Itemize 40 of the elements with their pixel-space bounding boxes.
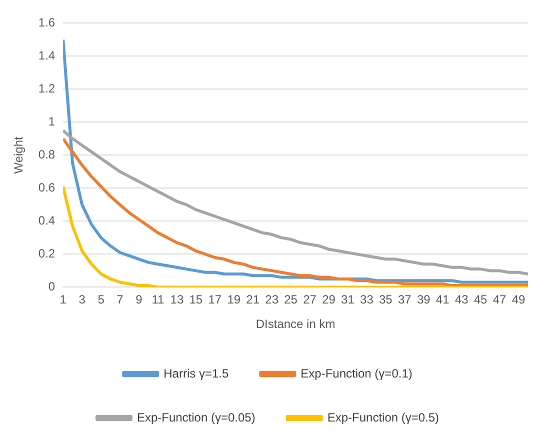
x-tick-label: 9: [136, 292, 143, 307]
x-tick-label: 5: [98, 292, 105, 307]
x-tick-label: 15: [189, 292, 203, 307]
x-tick-label: 27: [303, 292, 317, 307]
x-tick-label: 41: [436, 292, 450, 307]
x-tick-label: 31: [341, 292, 355, 307]
legend-label: Exp-Function (γ=0.1): [300, 366, 412, 380]
x-tick-label: 37: [398, 292, 412, 307]
y-tick-label: 0.6: [38, 180, 56, 195]
x-tick-label: 35: [379, 292, 393, 307]
legend-label: Exp-Function (γ=0.05): [136, 410, 256, 424]
x-tick-label: 3: [78, 292, 86, 307]
x-tick-label: 19: [227, 292, 241, 307]
x-tick-label: 29: [322, 292, 336, 307]
y-tick-label: 1.6: [38, 16, 56, 30]
x-tick-label: 47: [492, 292, 507, 307]
x-tick-label: 45: [474, 292, 488, 307]
y-tick-label: 0.2: [38, 246, 56, 261]
x-tick-label: 23: [265, 292, 279, 307]
x-tick-label: 7: [116, 292, 124, 307]
y-tick-label: 0: [48, 280, 56, 294]
x-tick-label: 39: [416, 292, 431, 307]
x-tick-label: 33: [360, 292, 374, 307]
x-tick-label: 25: [284, 292, 298, 307]
y-axis-title: Weight: [12, 136, 26, 174]
x-tick-label: 21: [246, 292, 260, 307]
x-tick-label: 13: [170, 292, 184, 307]
y-tick-label: 1.4: [38, 48, 56, 63]
x-tick-label: 43: [454, 292, 469, 307]
y-tick-label: 1.2: [38, 82, 56, 96]
x-tick-label: 49: [512, 292, 526, 307]
y-tick-label: 0.4: [38, 214, 56, 228]
legend-label: Harris γ=1.5: [164, 366, 229, 380]
x-tick-label: 17: [208, 292, 222, 307]
x-tick-label: 1: [60, 292, 67, 307]
x-axis-title: DIstance in km: [256, 317, 336, 332]
legend-label: Exp-Function (γ=0.5): [327, 410, 440, 424]
y-tick-label: 0.8: [38, 148, 56, 162]
y-tick-label: 1: [48, 114, 56, 129]
x-tick-label: 11: [152, 292, 165, 307]
